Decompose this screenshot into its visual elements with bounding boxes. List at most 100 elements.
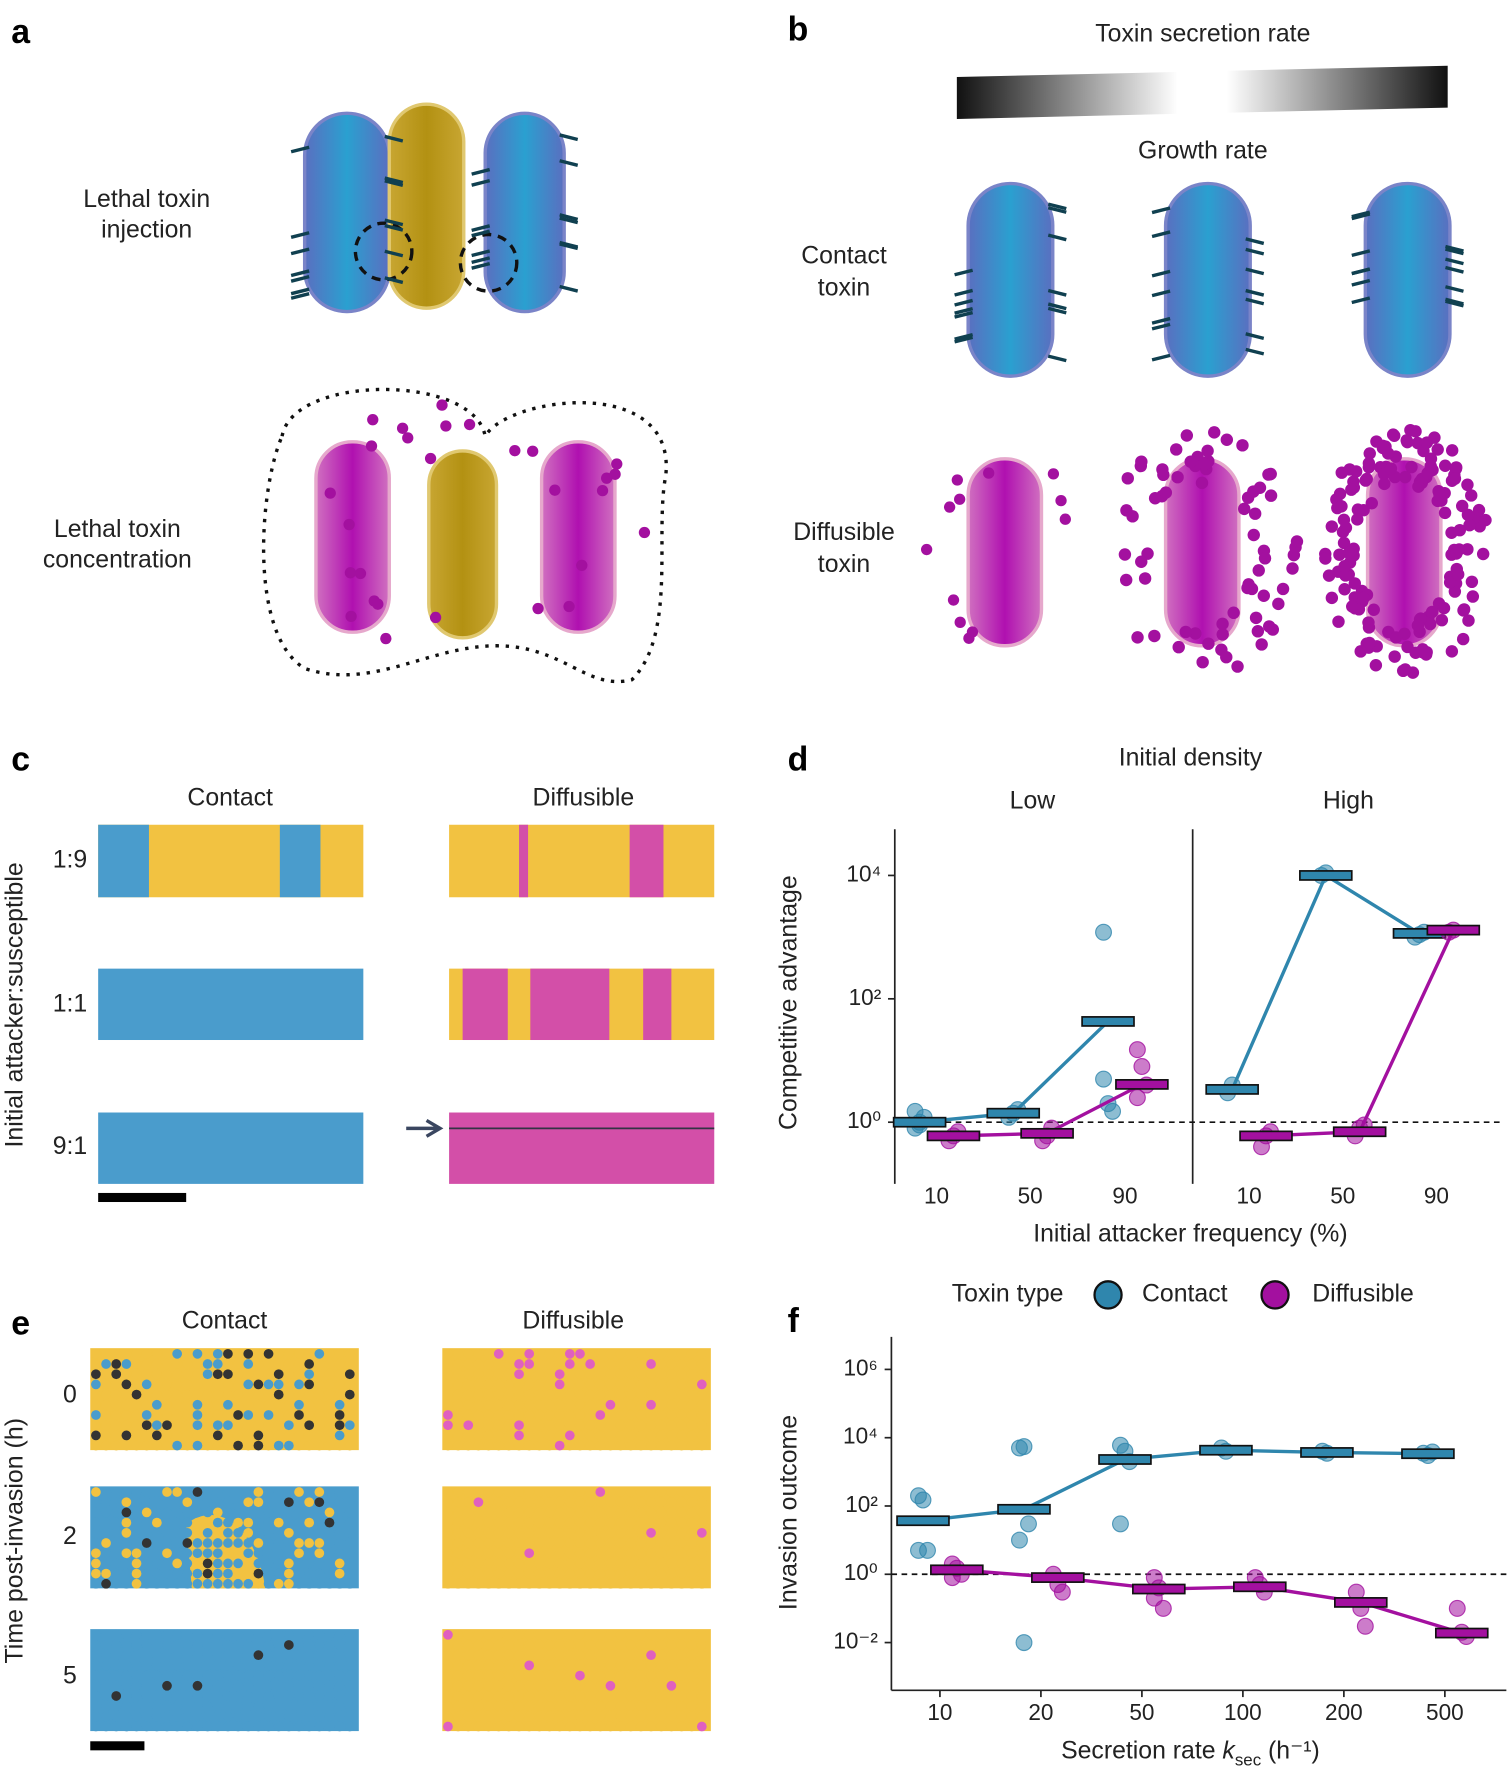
sim-cell — [595, 1701, 606, 1712]
sim-cell — [585, 1680, 595, 1691]
sim-cell — [273, 1507, 284, 1518]
sim-cell — [233, 1369, 243, 1380]
sim-cell — [294, 1420, 304, 1431]
sim-cell — [554, 1440, 565, 1451]
sim-cell — [162, 1359, 172, 1369]
sim-cell — [554, 1721, 565, 1732]
toxin-dot — [1362, 616, 1375, 629]
sim-cell — [284, 1348, 294, 1359]
sim-cell — [524, 1399, 535, 1410]
sim-cell — [253, 1548, 264, 1559]
sim-cell — [564, 1487, 575, 1497]
sim-cell — [585, 1548, 595, 1559]
toxin-dot — [549, 484, 561, 496]
sim-cell — [172, 1538, 183, 1548]
sim-cell — [182, 1399, 193, 1410]
sim-cell — [636, 1650, 646, 1661]
sim-cell — [162, 1578, 172, 1589]
sim-cell — [493, 1680, 504, 1691]
sim-cell — [483, 1389, 494, 1400]
sim-cell — [162, 1507, 172, 1518]
sim-cell — [443, 1568, 453, 1579]
sim-cell — [151, 1379, 162, 1390]
sim-cell — [101, 1430, 111, 1441]
sim-cell — [504, 1487, 514, 1497]
sim-cell — [294, 1640, 304, 1650]
sim-cell — [131, 1660, 142, 1671]
toxin-dot — [365, 440, 378, 452]
toxin-dot — [1172, 640, 1185, 654]
sim-cell — [575, 1507, 585, 1518]
sim-cell — [151, 1660, 162, 1671]
sim-cell — [162, 1440, 172, 1451]
sim-cell — [554, 1558, 565, 1569]
sim-cell — [243, 1410, 254, 1420]
toxin-dot — [1461, 478, 1474, 492]
toxin-dot — [1257, 589, 1270, 602]
sim-cell — [294, 1568, 304, 1579]
sim-cell — [182, 1711, 193, 1722]
sim-cell — [273, 1660, 284, 1671]
sim-cell — [182, 1420, 193, 1431]
sim-cell — [131, 1369, 142, 1380]
sim-cell — [483, 1430, 494, 1441]
y-tick-label: 10⁰ — [844, 1560, 878, 1585]
sim-cell — [162, 1348, 172, 1359]
sim-cell — [212, 1548, 223, 1559]
sim-cell — [344, 1711, 355, 1722]
sim-cell — [243, 1660, 254, 1671]
toxin-dot — [1216, 617, 1229, 631]
sim-cell — [233, 1379, 243, 1390]
sim-cell — [202, 1399, 213, 1410]
sim-cell — [483, 1578, 494, 1589]
toxin-dot — [429, 611, 442, 624]
sim-cell — [253, 1629, 264, 1640]
sim-cell — [636, 1440, 646, 1451]
sim-cell — [91, 1379, 101, 1390]
sim-cell — [324, 1691, 335, 1701]
toxin-dot — [1059, 513, 1071, 525]
toxin-dot — [1367, 603, 1380, 616]
sim-cell — [636, 1507, 646, 1518]
sim-cell — [646, 1670, 656, 1681]
sim-cell — [625, 1660, 636, 1671]
sim-cell — [101, 1680, 111, 1691]
sim-cell — [212, 1670, 223, 1681]
toxin-dot — [1195, 476, 1209, 490]
sim-cell — [233, 1721, 243, 1732]
legend-swatch — [1260, 1280, 1290, 1310]
sim-cell — [625, 1420, 636, 1431]
sim-cell — [233, 1440, 243, 1451]
toxin-dot — [1445, 645, 1459, 658]
sim-cell — [131, 1568, 142, 1579]
sim-cell — [141, 1487, 152, 1497]
toxin-dot — [1241, 581, 1254, 595]
median-bar — [892, 1116, 947, 1128]
sim-cell — [192, 1629, 203, 1640]
data-point — [1104, 1102, 1122, 1120]
toxin-dot — [1465, 575, 1479, 589]
toxin-dot — [367, 414, 379, 426]
sim-cell — [554, 1538, 565, 1548]
sim-cell — [605, 1487, 616, 1497]
toxin-dot — [576, 559, 588, 572]
sim-cell — [656, 1359, 667, 1369]
sim-cell — [666, 1410, 677, 1420]
toxin-dot — [1457, 603, 1471, 616]
sim-cell — [202, 1701, 213, 1712]
sim-cell — [676, 1680, 687, 1691]
sim-cell — [554, 1670, 565, 1681]
scale-bar — [90, 1741, 145, 1751]
sim-cell — [646, 1568, 656, 1579]
sim-cell — [473, 1640, 484, 1650]
toxin-dot — [1131, 631, 1144, 644]
sim-cell — [192, 1538, 203, 1548]
injector — [290, 269, 310, 278]
sim-cell — [294, 1379, 304, 1390]
sim-cell — [324, 1701, 335, 1712]
sim-cell — [334, 1670, 345, 1681]
panel-label: b — [788, 11, 809, 49]
sim-cell — [524, 1369, 535, 1380]
sim-cell — [202, 1670, 213, 1681]
sim-cell — [172, 1369, 183, 1380]
